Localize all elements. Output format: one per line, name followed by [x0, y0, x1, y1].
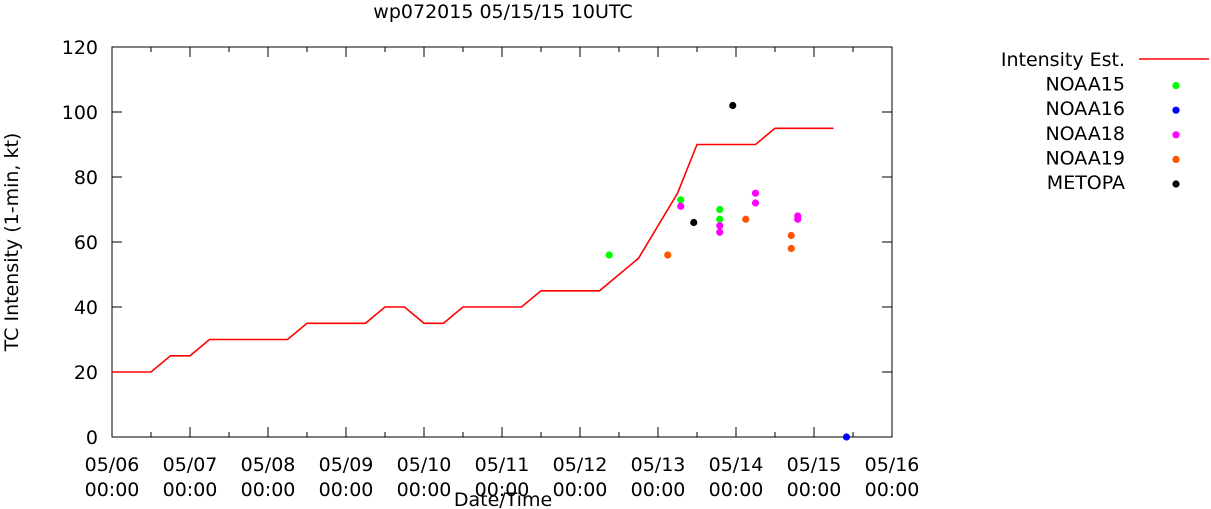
x-tick-label-date: 05/12 [553, 454, 608, 476]
data-point-noaa15 [716, 205, 724, 214]
legend-swatch-noaa15 [1172, 82, 1180, 90]
legend-label-noaa18: NOAA18 [1045, 123, 1125, 145]
y-tick-label: 80 [74, 167, 98, 189]
data-point-noaa16 [842, 433, 851, 441]
x-tick-label-time: 00:00 [163, 479, 218, 501]
x-tick-label-time: 00:00 [709, 479, 764, 501]
legend-label-metopa: METOPA [1047, 172, 1125, 194]
data-point-noaa18 [716, 222, 724, 230]
x-tick-label-date: 05/06 [85, 454, 140, 476]
plot-frame [111, 46, 893, 438]
x-tick-label-time: 00:00 [241, 479, 296, 501]
data-point-noaa19 [787, 244, 795, 253]
x-tick-label-time: 00:00 [787, 479, 842, 501]
x-tick-label-date: 05/16 [865, 454, 920, 476]
chart-title: wp072015 05/15/15 10UTC [373, 1, 632, 23]
series-line-intensity-est [112, 127, 834, 373]
data-point-metopa [690, 218, 698, 227]
x-tick-label-date: 05/14 [709, 454, 764, 476]
x-tick-label-time: 00:00 [865, 479, 920, 501]
legend-label-noaa16: NOAA16 [1045, 98, 1125, 120]
data-point-noaa19 [742, 215, 750, 223]
legend-label-intensity-est: Intensity Est. [1001, 49, 1125, 71]
y-tick-label: 100 [62, 102, 98, 124]
data-point-noaa18 [751, 189, 760, 197]
data-point-noaa15 [716, 215, 724, 223]
x-tick-label-date: 05/10 [397, 454, 452, 476]
legend-label-noaa19: NOAA19 [1045, 147, 1125, 169]
legend-swatch-noaa19 [1172, 155, 1180, 163]
legend-swatch-noaa16 [1172, 106, 1180, 114]
legend-swatch-metopa [1172, 180, 1180, 188]
data-point-noaa18 [677, 202, 685, 210]
x-tick-label-time: 00:00 [475, 479, 530, 501]
data-point-noaa19 [664, 251, 672, 259]
data-point-noaa15 [605, 251, 613, 259]
data-point-noaa18 [716, 228, 724, 236]
data-point-noaa18 [751, 199, 760, 207]
data-point-noaa15 [677, 196, 685, 204]
legend-label-noaa15: NOAA15 [1045, 74, 1125, 96]
legend-swatch-noaa18 [1172, 131, 1180, 139]
x-axis-label: Date/Time [454, 489, 552, 509]
y-axis-label: TC Intensity (1-min, kt) [1, 133, 23, 353]
x-tick-label-date: 05/11 [475, 454, 530, 476]
x-tick-label-date: 05/15 [787, 454, 842, 476]
x-tick-label-date: 05/09 [319, 454, 374, 476]
y-tick-label: 60 [74, 232, 98, 254]
plot-area: 0 20 40 60 80 100 120 05/06 00:00 05/07 00:00 05/08… [62, 37, 920, 501]
x-tick-label-date: 05/13 [631, 454, 686, 476]
x-tick-label-time: 00:00 [319, 479, 374, 501]
data-point-metopa [729, 101, 737, 110]
y-tick-label: 40 [74, 297, 98, 319]
data-point-noaa18 [794, 215, 802, 223]
x-tick-label-time: 00:00 [397, 479, 452, 501]
data-point-noaa19 [787, 231, 795, 240]
x-tick-label-date: 05/07 [163, 454, 218, 476]
y-tick-label: 120 [62, 37, 98, 59]
x-tick-label-time: 00:00 [85, 479, 140, 501]
y-tick-label: 20 [74, 362, 98, 384]
y-tick-label: 0 [86, 427, 98, 449]
x-tick-label-time: 00:00 [553, 479, 608, 501]
x-tick-label-time: 00:00 [631, 479, 686, 501]
x-tick-label-date: 05/08 [241, 454, 296, 476]
